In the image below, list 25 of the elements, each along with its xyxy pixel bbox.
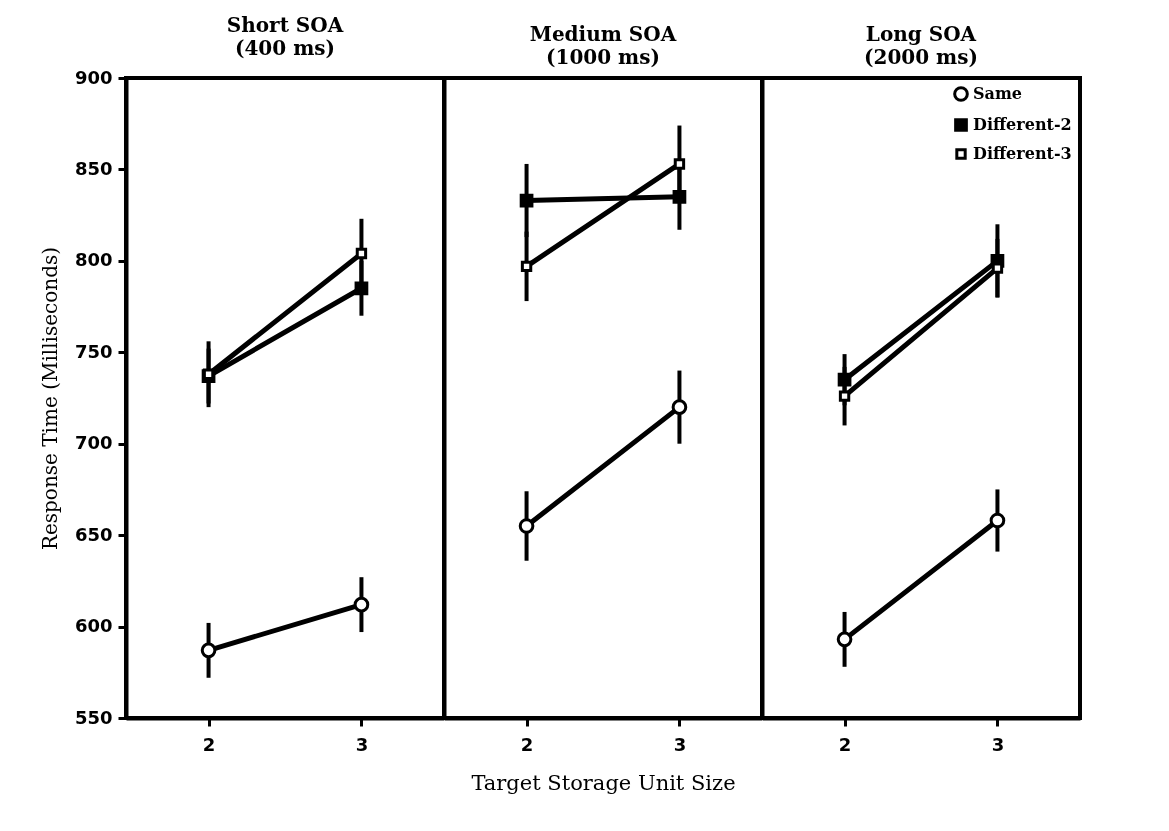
y-tick-label: 850	[74, 157, 113, 179]
y-tick-label: 800	[74, 249, 113, 271]
y-tick-label: 550	[74, 706, 113, 728]
y-axis-title: Response Time (Milliseconds)	[37, 246, 62, 551]
x-axis-title: Target Storage Unit Size	[471, 770, 736, 795]
chart-subtitle: (2000 ms)	[864, 45, 978, 69]
x-tick-label: 2	[202, 733, 216, 755]
y-tick-label: 650	[74, 523, 113, 545]
legend-label: Different-2	[973, 115, 1072, 134]
y-tick-label: 700	[74, 432, 113, 454]
x-tick-label: 2	[520, 733, 534, 755]
y-tick-label: 600	[74, 615, 113, 637]
y-tick-label: 900	[74, 66, 113, 88]
x-tick-label: 2	[838, 733, 852, 755]
chart-subtitle: (400 ms)	[234, 36, 336, 60]
legend-label: Same	[973, 84, 1023, 103]
x-tick-label: 3	[991, 733, 1005, 755]
chart-title: Medium SOA	[529, 22, 677, 46]
x-tick-label: 3	[355, 733, 369, 755]
x-tick-label: 3	[673, 733, 687, 755]
chart-title: Long SOA	[865, 22, 977, 46]
chart-subtitle: (1000 ms)	[546, 45, 660, 69]
legend-label: Different-3	[973, 144, 1072, 163]
chart-title: Short SOA	[226, 13, 344, 37]
y-tick-label: 750	[74, 340, 113, 362]
